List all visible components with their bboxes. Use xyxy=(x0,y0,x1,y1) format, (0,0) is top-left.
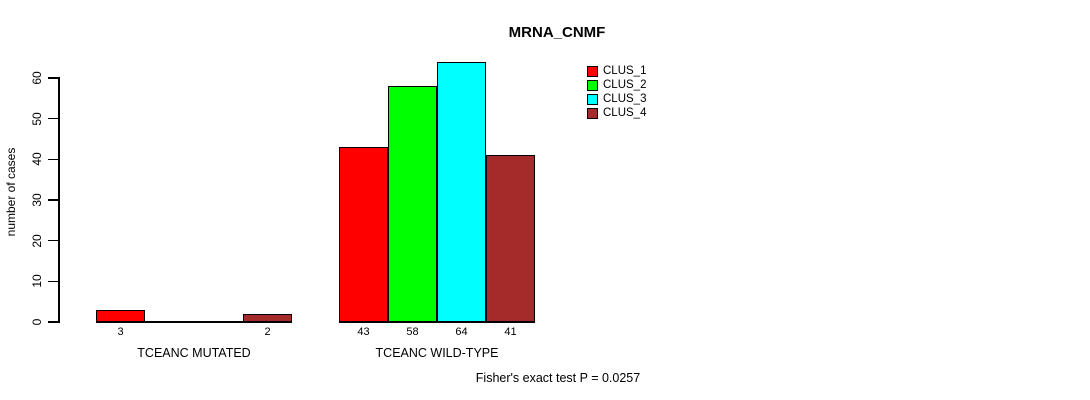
fisher-test-annotation: Fisher's exact test P = 0.0257 xyxy=(475,371,641,385)
bar-clus_3-group2 xyxy=(437,61,486,322)
chart-title: MRNA_CNMF xyxy=(508,24,606,41)
legend: CLUS_1 CLUS_2 CLUS_3 CLUS_4 xyxy=(587,64,646,120)
y-axis-tick xyxy=(48,321,59,323)
y-axis-tick-label: 40 xyxy=(30,152,44,167)
legend-label: CLUS_1 xyxy=(603,65,647,77)
legend-label: CLUS_3 xyxy=(603,93,647,105)
bar-value-label: 3 xyxy=(117,326,124,338)
y-axis-tick-label: 60 xyxy=(30,71,44,85)
y-axis-tick-label: 50 xyxy=(30,111,44,126)
y-axis-tick-label: 20 xyxy=(30,233,44,248)
legend-label: CLUS_2 xyxy=(603,79,647,91)
bar-clus_1-group2 xyxy=(339,147,388,322)
bar-clus_1-group1 xyxy=(96,309,145,322)
y-axis-tick xyxy=(48,280,59,283)
legend-swatch-clus_3 xyxy=(587,93,598,105)
legend-item: CLUS_1 xyxy=(587,64,646,78)
y-axis-tick-label: 0 xyxy=(30,318,44,326)
bar-value-label: 58 xyxy=(406,326,419,338)
bar-clus_2-group2 xyxy=(388,86,437,322)
legend-swatch-clus_2 xyxy=(587,79,598,91)
legend-swatch-clus_4 xyxy=(587,107,598,119)
legend-item: CLUS_4 xyxy=(587,106,646,120)
y-axis-tick xyxy=(48,199,59,201)
legend-item: CLUS_2 xyxy=(587,78,646,92)
legend-item: CLUS_3 xyxy=(587,92,646,106)
bar-clus_4-group2 xyxy=(486,155,535,322)
y-axis-tick xyxy=(48,239,59,242)
x-axis-group-label: TCEANC MUTATED xyxy=(137,346,251,360)
y-axis-tick-label: 30 xyxy=(30,193,44,207)
bar-value-label: 64 xyxy=(455,326,468,338)
legend-swatch-clus_1 xyxy=(587,65,598,77)
bar-value-label: 43 xyxy=(357,326,370,338)
y-axis-tick xyxy=(48,117,59,120)
y-axis-tick-label: 10 xyxy=(30,274,44,289)
y-axis-tick xyxy=(48,158,59,161)
bar-clus_4-group1 xyxy=(243,313,292,322)
x-axis-baseline xyxy=(96,321,292,323)
legend-label: CLUS_4 xyxy=(603,107,647,119)
y-axis-tick xyxy=(48,77,59,79)
x-axis-group-label: TCEANC WILD-TYPE xyxy=(375,346,499,360)
bar-value-label: 41 xyxy=(504,326,517,338)
bar-value-label: 2 xyxy=(264,326,271,338)
